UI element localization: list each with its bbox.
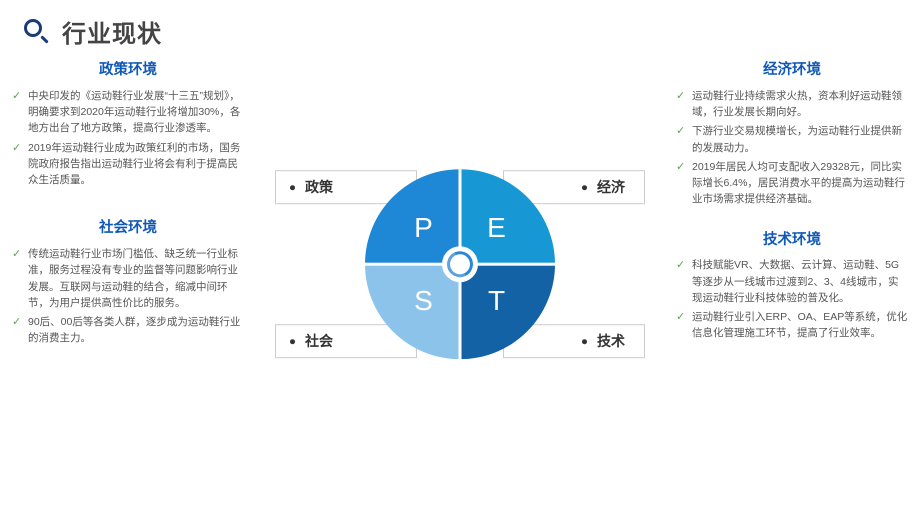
tech-title: 技术环境 <box>676 230 908 252</box>
economy-list: 运动鞋行业持续需求火热，资本利好运动鞋领域，行业发展长期向好。 下游行业交易规模… <box>676 88 908 208</box>
policy-section: 政策环境 中央印发的《运动鞋行业发展“十三五”规划》，明确要求到2020年运动鞋… <box>12 60 244 188</box>
list-item: 2019年运动鞋行业成为政策红利的市场，国务院政府报告指出运动鞋行业将会有利于提… <box>12 140 244 189</box>
content-area: 政策环境 中央印发的《运动鞋行业发展“十三五”规划》，明确要求到2020年运动鞋… <box>0 60 920 510</box>
search-icon <box>24 19 50 45</box>
economy-title: 经济环境 <box>676 60 908 82</box>
economy-box-label: 经济 <box>597 177 625 197</box>
list-item: 科技赋能VR、大数据、云计算、运动鞋、5G等逐步从一线城市过渡到2、3、4线城市… <box>676 257 908 306</box>
page-header: 行业现状 <box>0 0 920 53</box>
bullet-icon <box>290 339 295 344</box>
quadrant-e: E <box>460 169 555 264</box>
tech-list: 科技赋能VR、大数据、云计算、运动鞋、5G等逐步从一线城市过渡到2、3、4线城市… <box>676 257 908 341</box>
policy-box-label: 政策 <box>305 177 333 197</box>
tech-box-label: 技术 <box>597 331 625 351</box>
list-item: 运动鞋行业持续需求火热，资本利好运动鞋领域，行业发展长期向好。 <box>676 88 908 121</box>
page-title: 行业现状 <box>62 14 162 49</box>
quadrant-p: P <box>365 169 460 264</box>
quadrant-t: T <box>460 264 555 359</box>
list-item: 2019年居民人均可支配收入29328元，同比实际增长6.4%，居民消费水平的提… <box>676 159 908 208</box>
social-list: 传统运动鞋行业市场门槛低、缺乏统一行业标准，服务过程没有专业的监督等问题影响行业… <box>12 246 244 347</box>
arc-icon <box>443 248 476 281</box>
bullet-icon <box>582 339 587 344</box>
pest-diagram: 政策 经济 社会 技术 P E S T <box>275 134 645 394</box>
list-item: 传统运动鞋行业市场门槛低、缺乏统一行业标准，服务过程没有专业的监督等问题影响行业… <box>12 246 244 311</box>
left-column: 政策环境 中央印发的《运动鞋行业发展“十三五”规划》，明确要求到2020年运动鞋… <box>12 60 244 369</box>
bullet-icon <box>290 185 295 190</box>
pest-pie: P E S T <box>365 169 555 359</box>
pie-center-ring <box>442 246 478 282</box>
list-item: 下游行业交易规模增长，为运动鞋行业提供新的发展动力。 <box>676 123 908 156</box>
social-title: 社会环境 <box>12 218 244 240</box>
list-item: 运动鞋行业引入ERP、OA、EAP等系统，优化信息化管理施工环节，提高了行业效率… <box>676 309 908 342</box>
quadrant-s: S <box>365 264 460 359</box>
policy-list: 中央印发的《运动鞋行业发展“十三五”规划》，明确要求到2020年运动鞋行业将增加… <box>12 88 244 189</box>
right-column: 经济环境 运动鞋行业持续需求火热，资本利好运动鞋领域，行业发展长期向好。 下游行… <box>676 60 908 364</box>
list-item: 中央印发的《运动鞋行业发展“十三五”规划》，明确要求到2020年运动鞋行业将增加… <box>12 88 244 137</box>
bullet-icon <box>582 185 587 190</box>
social-box-label: 社会 <box>305 331 333 351</box>
policy-title: 政策环境 <box>12 60 244 82</box>
social-section: 社会环境 传统运动鞋行业市场门槛低、缺乏统一行业标准，服务过程没有专业的监督等问… <box>12 218 244 346</box>
tech-section: 技术环境 科技赋能VR、大数据、云计算、运动鞋、5G等逐步从一线城市过渡到2、3… <box>676 230 908 342</box>
economy-section: 经济环境 运动鞋行业持续需求火热，资本利好运动鞋领域，行业发展长期向好。 下游行… <box>676 60 908 208</box>
list-item: 90后、00后等各类人群，逐步成为运动鞋行业的消费主力。 <box>12 314 244 347</box>
